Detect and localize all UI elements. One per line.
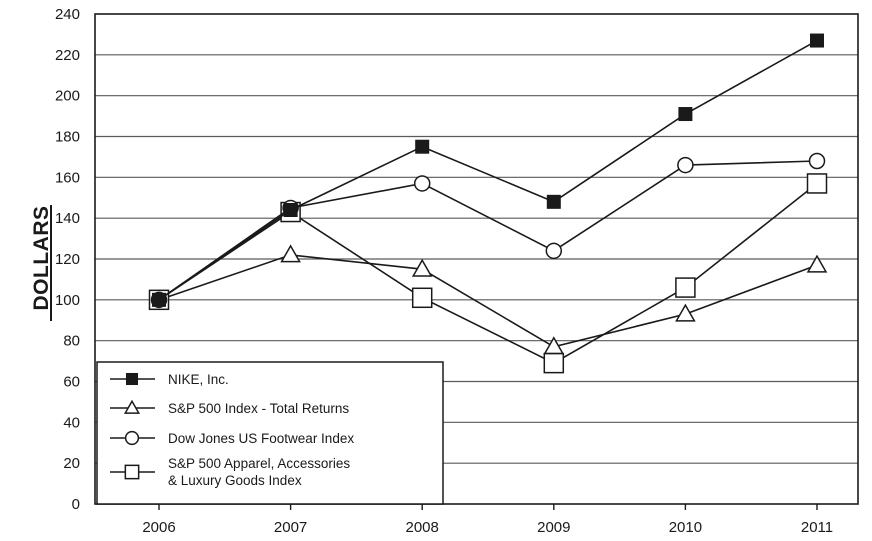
legend-label: Dow Jones US Footwear Index: [168, 431, 354, 446]
data-point: [806, 254, 828, 273]
series-1: [152, 33, 824, 307]
series-3: [150, 152, 826, 309]
plot-frame: [94, 13, 859, 510]
x-tick-label: 2009: [537, 519, 570, 536]
series-line: [158, 39, 818, 301]
y-tick-label: 220: [55, 47, 80, 64]
legend-label: NIKE, Inc.: [168, 372, 229, 387]
series-line: [158, 160, 818, 301]
x-tick-label: 2006: [142, 519, 175, 536]
y-axis-tick-labels: 0 20 40 60 80 100 120 140 160 180 200 220 240: [55, 6, 80, 513]
data-point: [675, 277, 696, 298]
data-point: [280, 244, 301, 263]
series-line: [158, 254, 818, 348]
data-point: [415, 139, 430, 154]
x-tick-label: 2011: [801, 519, 833, 536]
data-point: [810, 33, 824, 48]
series-4: [148, 173, 828, 374]
y-axis-label: DOLLARS: [30, 206, 53, 311]
legend-marker: [124, 464, 140, 480]
x-tick-label: 2010: [669, 519, 702, 536]
data-point: [675, 303, 696, 322]
y-tick-label: 160: [55, 169, 80, 186]
series-group: [148, 33, 828, 374]
data-point: [152, 292, 166, 307]
y-tick-label: 60: [63, 374, 80, 391]
y-tick-label: 0: [72, 496, 80, 513]
x-tick-label: 2008: [406, 519, 439, 536]
legend-marker: [123, 399, 141, 414]
y-tick-label: 140: [55, 210, 80, 227]
data-point: [411, 258, 433, 277]
y-tick-label: 240: [55, 6, 80, 23]
plot-border: [94, 13, 859, 505]
y-tick-label: 20: [63, 455, 80, 472]
legend-item: Dow Jones US Footwear Index: [110, 430, 354, 446]
data-point: [677, 156, 694, 174]
data-point: [808, 152, 826, 170]
data-point: [806, 173, 828, 194]
data-point: [413, 175, 431, 192]
legend-marker: [125, 372, 139, 386]
legend-label: S&P 500 Apparel, Accessories & Luxury Goo…: [168, 456, 350, 488]
data-point: [411, 287, 433, 309]
y-tick-label: 200: [55, 88, 80, 105]
y-tick-label: 80: [63, 333, 80, 350]
x-tick-label: 2007: [274, 519, 307, 536]
legend: NIKE, Inc. S&P 500 Index - Total Returns D…: [96, 361, 444, 505]
data-point: [546, 194, 561, 209]
y-tick-label: 40: [63, 414, 80, 431]
legend-label: S&P 500 Index - Total Returns: [168, 401, 349, 416]
y-tick-label: 180: [55, 129, 80, 146]
legend-item: NIKE, Inc.: [110, 372, 229, 387]
series-line: [158, 182, 818, 365]
x-axis-tick-labels: 2006 2007 2008 2009 2010 2011: [142, 519, 833, 536]
legend-item: S&P 500 Index - Total Returns: [110, 399, 349, 416]
legend-item: S&P 500 Apparel, Accessories & Luxury Goo…: [110, 456, 350, 488]
y-tick-label: 120: [55, 251, 80, 268]
data-point: [545, 242, 563, 260]
legend-box: [96, 361, 444, 505]
legend-marker: [124, 430, 140, 446]
data-point: [678, 107, 693, 122]
data-point: [543, 352, 565, 374]
y-tick-label: 100: [55, 292, 80, 309]
data-point: [283, 203, 298, 217]
